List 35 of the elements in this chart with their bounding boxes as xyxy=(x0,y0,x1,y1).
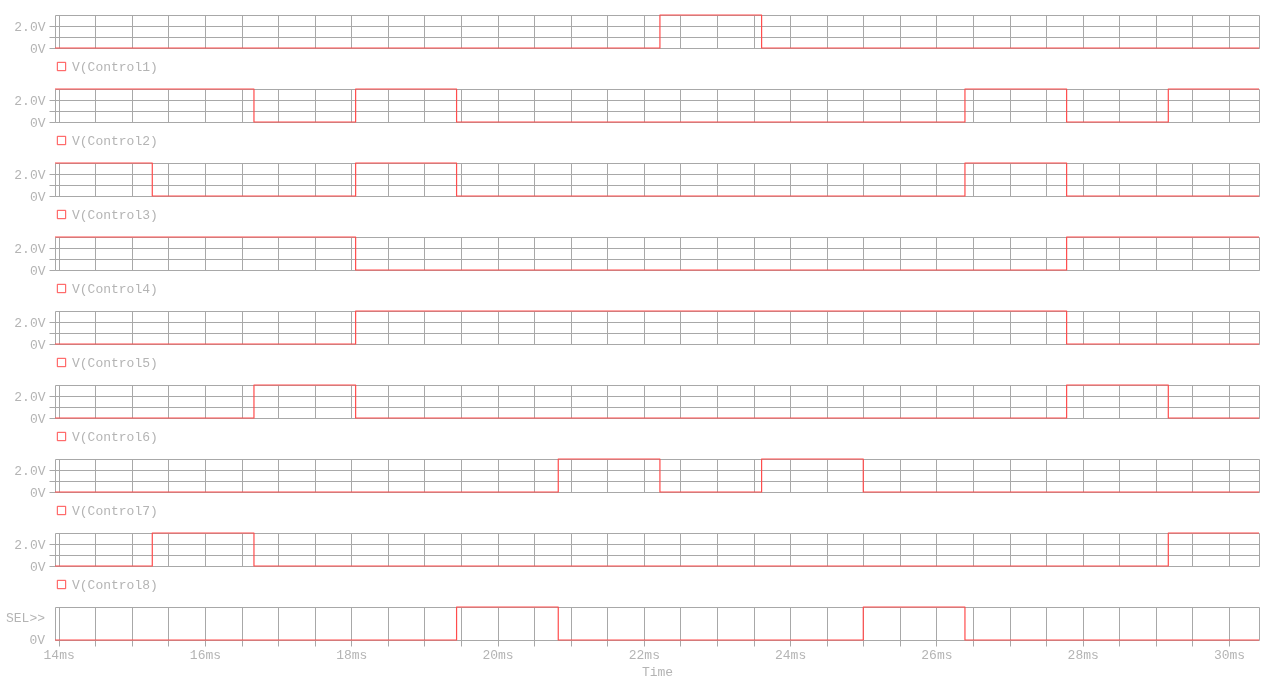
legend-label: V(Control5) xyxy=(72,355,158,371)
x-tick-label: 18ms xyxy=(336,647,368,663)
legend-label: V(Control4) xyxy=(72,281,158,297)
y-tick-label: 2.0V xyxy=(14,463,46,479)
y-tick-label: 2.0V xyxy=(14,241,46,257)
x-tick-label: 14ms xyxy=(43,647,75,663)
x-tick-label: 16ms xyxy=(189,647,222,663)
y-tick-label: 2.0V xyxy=(14,315,46,331)
y-tick-label: 2.0V xyxy=(14,19,46,35)
y-tick-label: 2.0V xyxy=(14,389,46,405)
legend-label: V(Control8) xyxy=(72,577,158,593)
y-tick-label: 2.0V xyxy=(14,537,46,553)
y-tick-label: 2.0V xyxy=(14,167,46,183)
y-tick-label: 0V xyxy=(29,263,46,279)
y-tick-label: 0V xyxy=(29,337,46,353)
x-tick-label: 28ms xyxy=(1067,647,1099,663)
y-tick-label: 0V xyxy=(29,189,46,205)
y-tick-label: 0V xyxy=(29,485,46,501)
x-tick-label: 22ms xyxy=(628,647,660,663)
y-tick-label: 0V xyxy=(29,115,46,131)
x-axis-title: Time xyxy=(641,664,674,680)
y-tick-label: 0V xyxy=(29,559,46,575)
x-tick-label: 24ms xyxy=(775,647,807,663)
y-tick-label: 0V xyxy=(29,41,46,57)
x-tick-label: 26ms xyxy=(921,647,953,663)
x-tick-label: 30ms xyxy=(1213,647,1246,663)
legend-label: V(Control3) xyxy=(72,207,158,223)
text: SEL>> xyxy=(5,611,46,626)
y-tick-label: 2.0V xyxy=(14,93,46,109)
legend-label: V(Control6) xyxy=(72,429,158,445)
y-tick-label: 0V xyxy=(29,411,46,427)
legend-label: V(Control1) xyxy=(72,59,158,75)
legend-label: V(Control2) xyxy=(72,133,158,149)
legend-label: V(Control7) xyxy=(72,503,158,519)
x-tick-label: 20ms xyxy=(482,647,514,663)
